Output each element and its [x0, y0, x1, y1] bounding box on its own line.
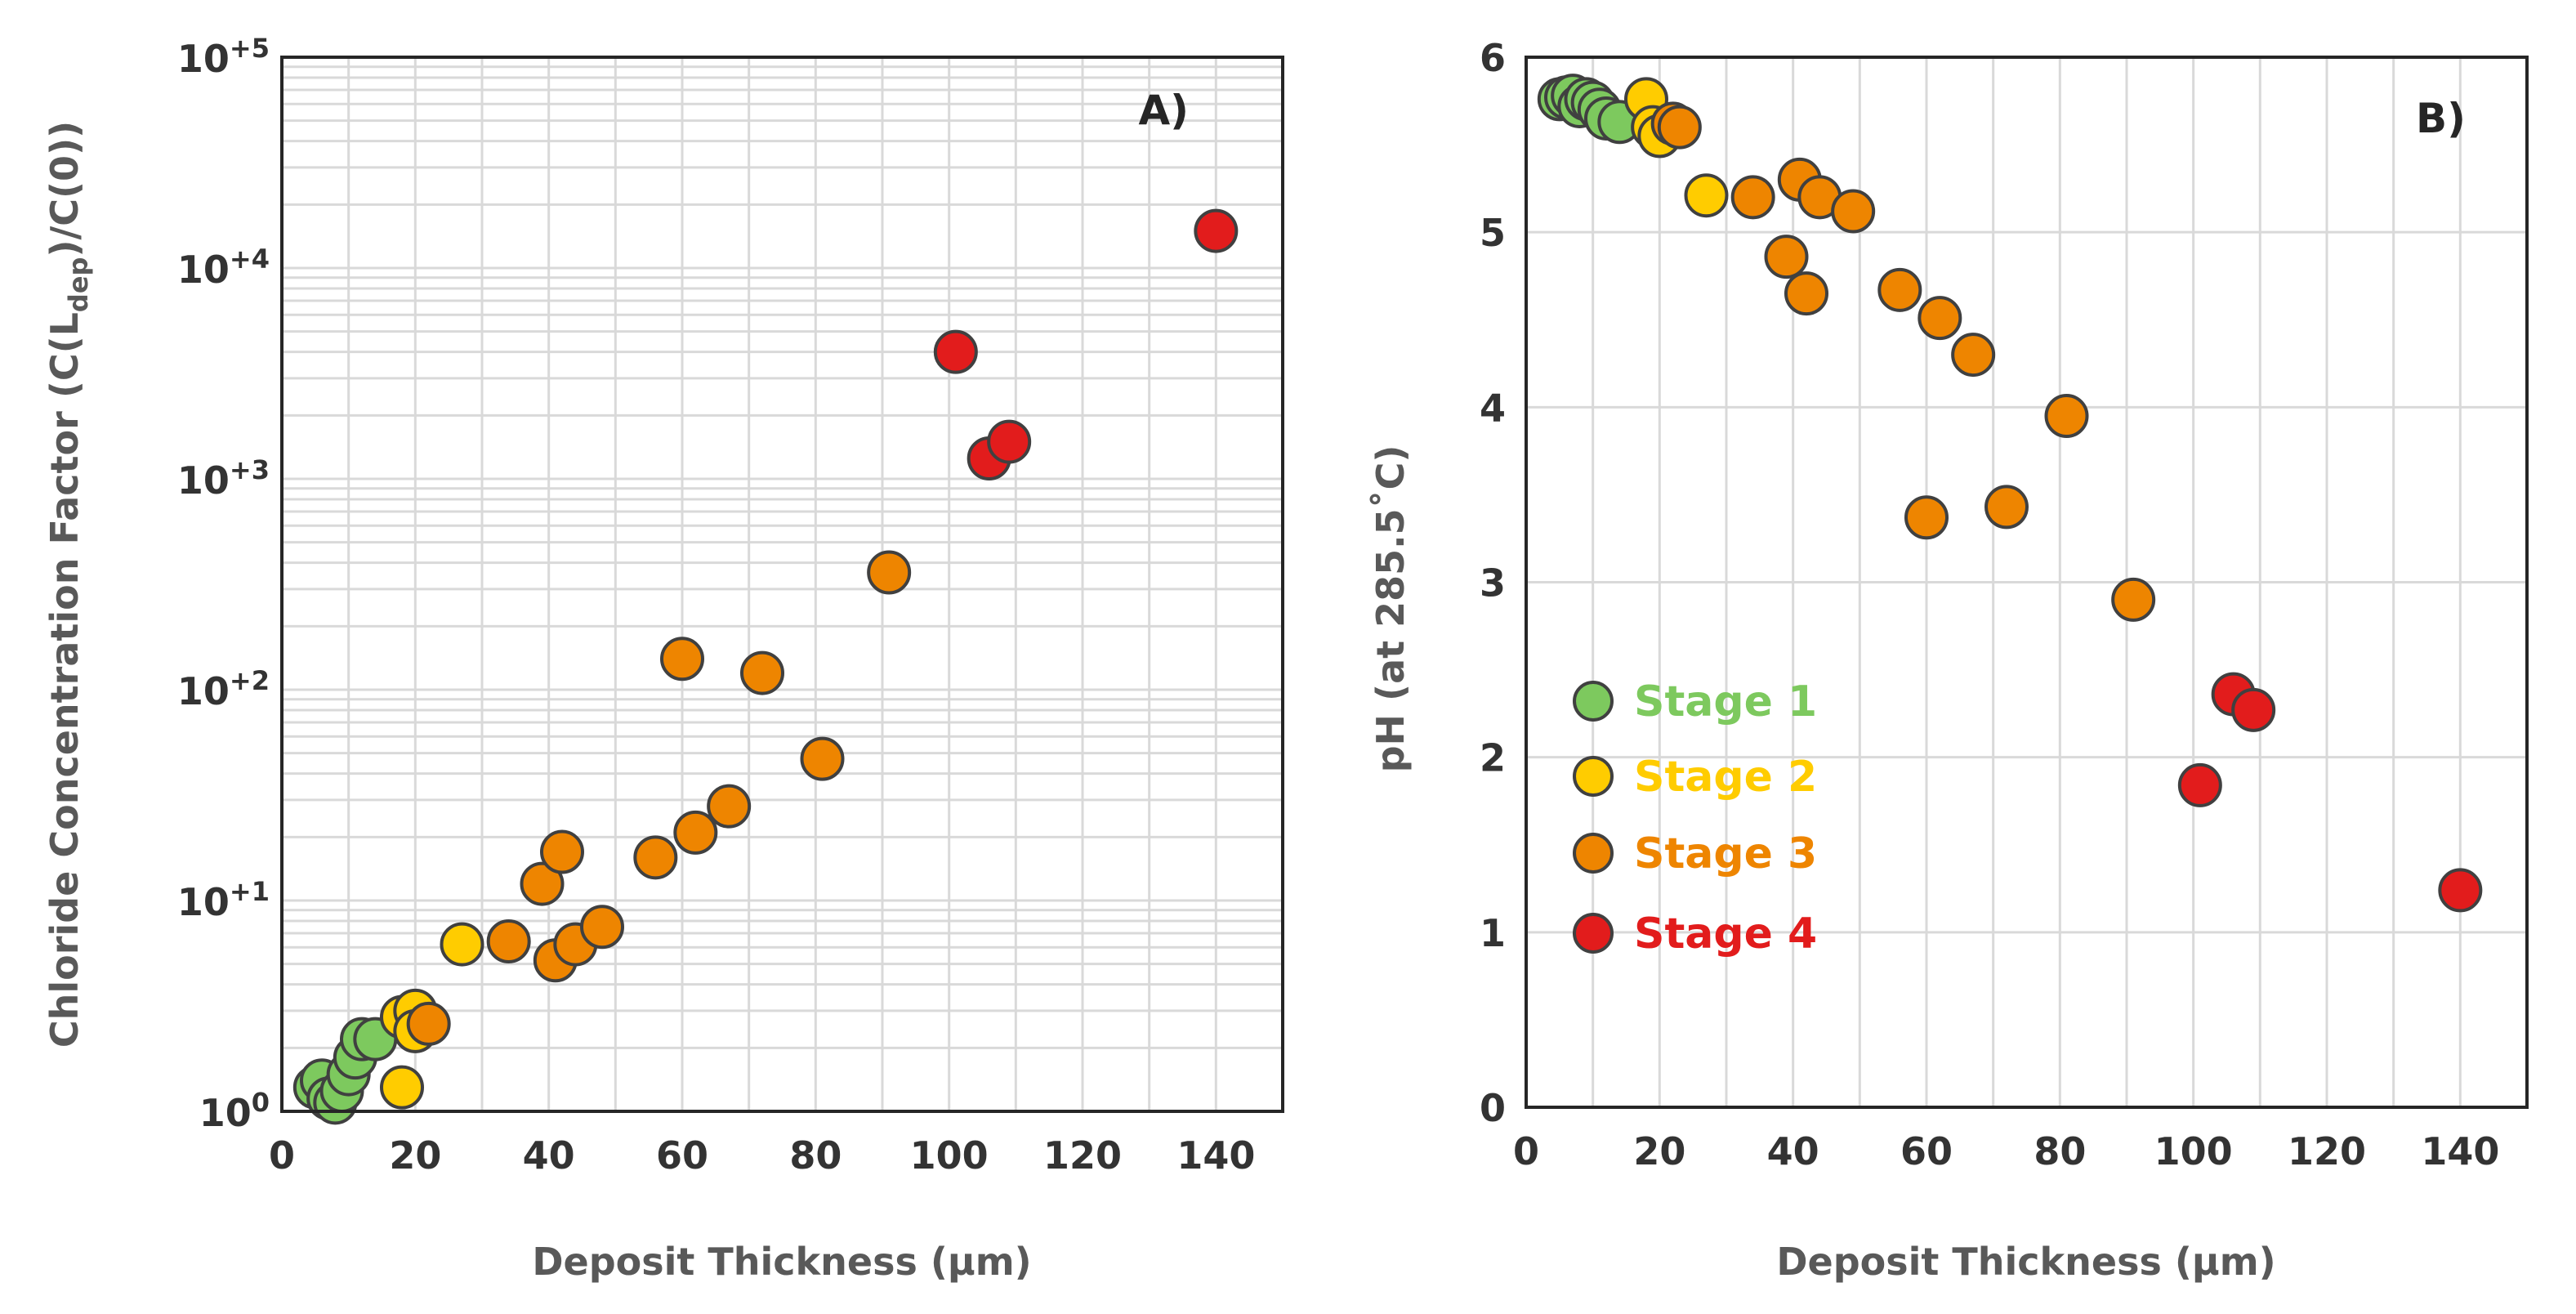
chart-a-x-tick-label: 140: [1176, 1133, 1255, 1178]
chart-a-y-tick-label: 10+1: [177, 876, 270, 924]
chart-a-y-tick-label: 10+3: [177, 454, 270, 503]
legend-marker-stage-2: [1573, 756, 1614, 797]
chart-b-point-stage-3: [1951, 333, 1996, 378]
chart-b-point-stage-3: [1831, 189, 1876, 234]
chart-a-point-stage-4: [1194, 208, 1239, 253]
chart-b-x-tick-label: 20: [1633, 1129, 1685, 1173]
chart-b-x-tick-label: 60: [1900, 1129, 1953, 1173]
chart-b-frame: [1525, 56, 2529, 1109]
legend-marker-stage-1: [1573, 681, 1614, 722]
chart-a-y-axis-title-base: Chloride Concentration Factor (C(L: [42, 312, 87, 1048]
chart-a-y-tick-label: 10+5: [177, 33, 270, 81]
chart-a-y-tick-label: 10+2: [177, 665, 270, 713]
chart-b-x-tick-label: 40: [1767, 1129, 1819, 1173]
chart-b-y-tick-label: 1: [1480, 911, 1506, 955]
chart-a-plot-area: [282, 57, 1283, 1111]
chart-b: 0 20 40 60 80 100 120 140 0 1 2 3 4 5 6 B) Deposit Thi…: [1368, 36, 2529, 1284]
chart-a-gridlines: [282, 57, 1283, 1111]
chart-a-y-axis-title-subscript: dep: [63, 257, 94, 313]
chart-a-point-stage-3: [520, 861, 565, 906]
chart-a-point-stage-3: [633, 835, 678, 880]
chart-b-point-stage-3: [1877, 267, 1922, 312]
chart-b-point-stage-3: [1917, 296, 1962, 341]
chart-b-y-tick-label: 3: [1480, 561, 1506, 606]
chart-a-x-axis-title: Deposit Thickness (µm): [532, 1240, 1031, 1284]
chart-a-x-tick-label: 80: [789, 1133, 842, 1178]
chart-b-point-stage-3: [1657, 105, 1702, 150]
chart-a-point-stage-3: [673, 810, 718, 855]
chart-a-point-stage-2: [380, 1065, 424, 1110]
chart-a-tick-labels: 0 20 40 60 80 100 120 140 100 10+1 10+2 10+3 10+4 10+…: [177, 33, 1255, 1178]
chart-b-point-stage-3: [1784, 271, 1828, 316]
chart-a-x-tick-label: 0: [269, 1133, 295, 1178]
chart-a-x-tick-label: 60: [656, 1133, 708, 1178]
chart-b-point-stage-3: [2044, 394, 2089, 439]
legend-marker-stage-4: [1573, 913, 1614, 954]
chart-a-x-tick-label: 20: [389, 1133, 441, 1178]
chart-a-y-axis-title-end: )/C(0)): [42, 121, 87, 257]
chart-a-point-stage-3: [540, 829, 584, 874]
chart-a-points: [292, 208, 1239, 1125]
chart-b-y-tick-label: 4: [1480, 386, 1506, 430]
chart-b-x-tick-label: 0: [1513, 1129, 1539, 1173]
chart-b-point-stage-3: [1904, 495, 1949, 540]
chart-a-panel-label: A): [1138, 87, 1189, 134]
chart-a-point-stage-4: [987, 419, 1032, 464]
chart-a-y-tick-label: 10+4: [177, 244, 270, 292]
chart-b-gridlines: [1526, 57, 2527, 1107]
chart-b-point-stage-4: [2177, 762, 2222, 807]
chart-b-point-stage-3: [2111, 577, 2156, 622]
chart-a-point-stage-3: [707, 784, 752, 829]
legend-label-stage-4: Stage 4: [1634, 910, 1817, 959]
chart-b-y-tick-label: 0: [1480, 1086, 1506, 1130]
chart-b-y-tick-label: 5: [1480, 211, 1506, 255]
chart-a-point-stage-3: [486, 919, 531, 964]
chart-b-point-stage-2: [1684, 173, 1729, 218]
chart-a-point-stage-3: [580, 905, 624, 950]
legend-label-stage-3: Stage 3: [1634, 829, 1817, 878]
chart-a-x-tick-label: 120: [1043, 1133, 1122, 1178]
legend-marker-stage-3: [1573, 833, 1614, 874]
chart-b-point-stage-4: [2438, 868, 2483, 913]
chart-a-point-stage-2: [440, 922, 484, 967]
chart-b-y-tick-label: 6: [1480, 36, 1506, 80]
chart-a-y-axis-title: Chloride Concentration Factor (C(Ldep)/C…: [42, 121, 94, 1048]
chart-b-x-tick-label: 80: [2034, 1129, 2086, 1173]
chart-b-point-stage-3: [1984, 485, 2029, 530]
chart-b-x-tick-label: 100: [2154, 1129, 2233, 1173]
chart-b-legend: Stage 1 Stage 2 Stage 3 Stage 4: [1573, 677, 1817, 959]
chart-a-x-tick-label: 40: [523, 1133, 575, 1178]
chart-b-tick-labels: 0 20 40 60 80 100 120 140 0 1 2 3 4 5 6: [1480, 36, 2499, 1173]
legend-label-stage-1: Stage 1: [1634, 677, 1817, 726]
chart-b-y-axis-title: pH (at 285.5˚C): [1368, 445, 1413, 773]
chart-b-y-tick-label: 2: [1480, 736, 1506, 780]
chart-a-point-stage-3: [867, 550, 912, 595]
chart-a: 0 20 40 60 80 100 120 140 100 10+1 10+2 10+3 10+4 10+…: [42, 33, 1284, 1284]
chart-a-x-tick-label: 100: [910, 1133, 989, 1178]
chart-b-x-tick-label: 120: [2288, 1129, 2366, 1173]
chart-b-panel-label: B): [2416, 95, 2466, 142]
chart-b-point-stage-4: [2231, 687, 2276, 732]
chart-a-point-stage-3: [660, 637, 704, 682]
chart-b-x-tick-label: 140: [2421, 1129, 2499, 1173]
chart-b-x-axis-title: Deposit Thickness (µm): [1776, 1240, 2275, 1284]
legend-label-stage-2: Stage 2: [1634, 753, 1817, 802]
chart-a-frame: [280, 56, 1284, 1113]
chart-b-point-stage-3: [1764, 235, 1809, 279]
chart-a-point-stage-3: [800, 736, 845, 781]
chart-b-point-stage-3: [1730, 175, 1775, 220]
chart-a-point-stage-3: [740, 650, 784, 695]
chart-a-point-stage-4: [933, 329, 978, 374]
chart-b-points: [1537, 74, 2483, 913]
chart-a-point-stage-3: [406, 1001, 451, 1046]
chart-a-y-tick-label: 100: [199, 1087, 270, 1135]
